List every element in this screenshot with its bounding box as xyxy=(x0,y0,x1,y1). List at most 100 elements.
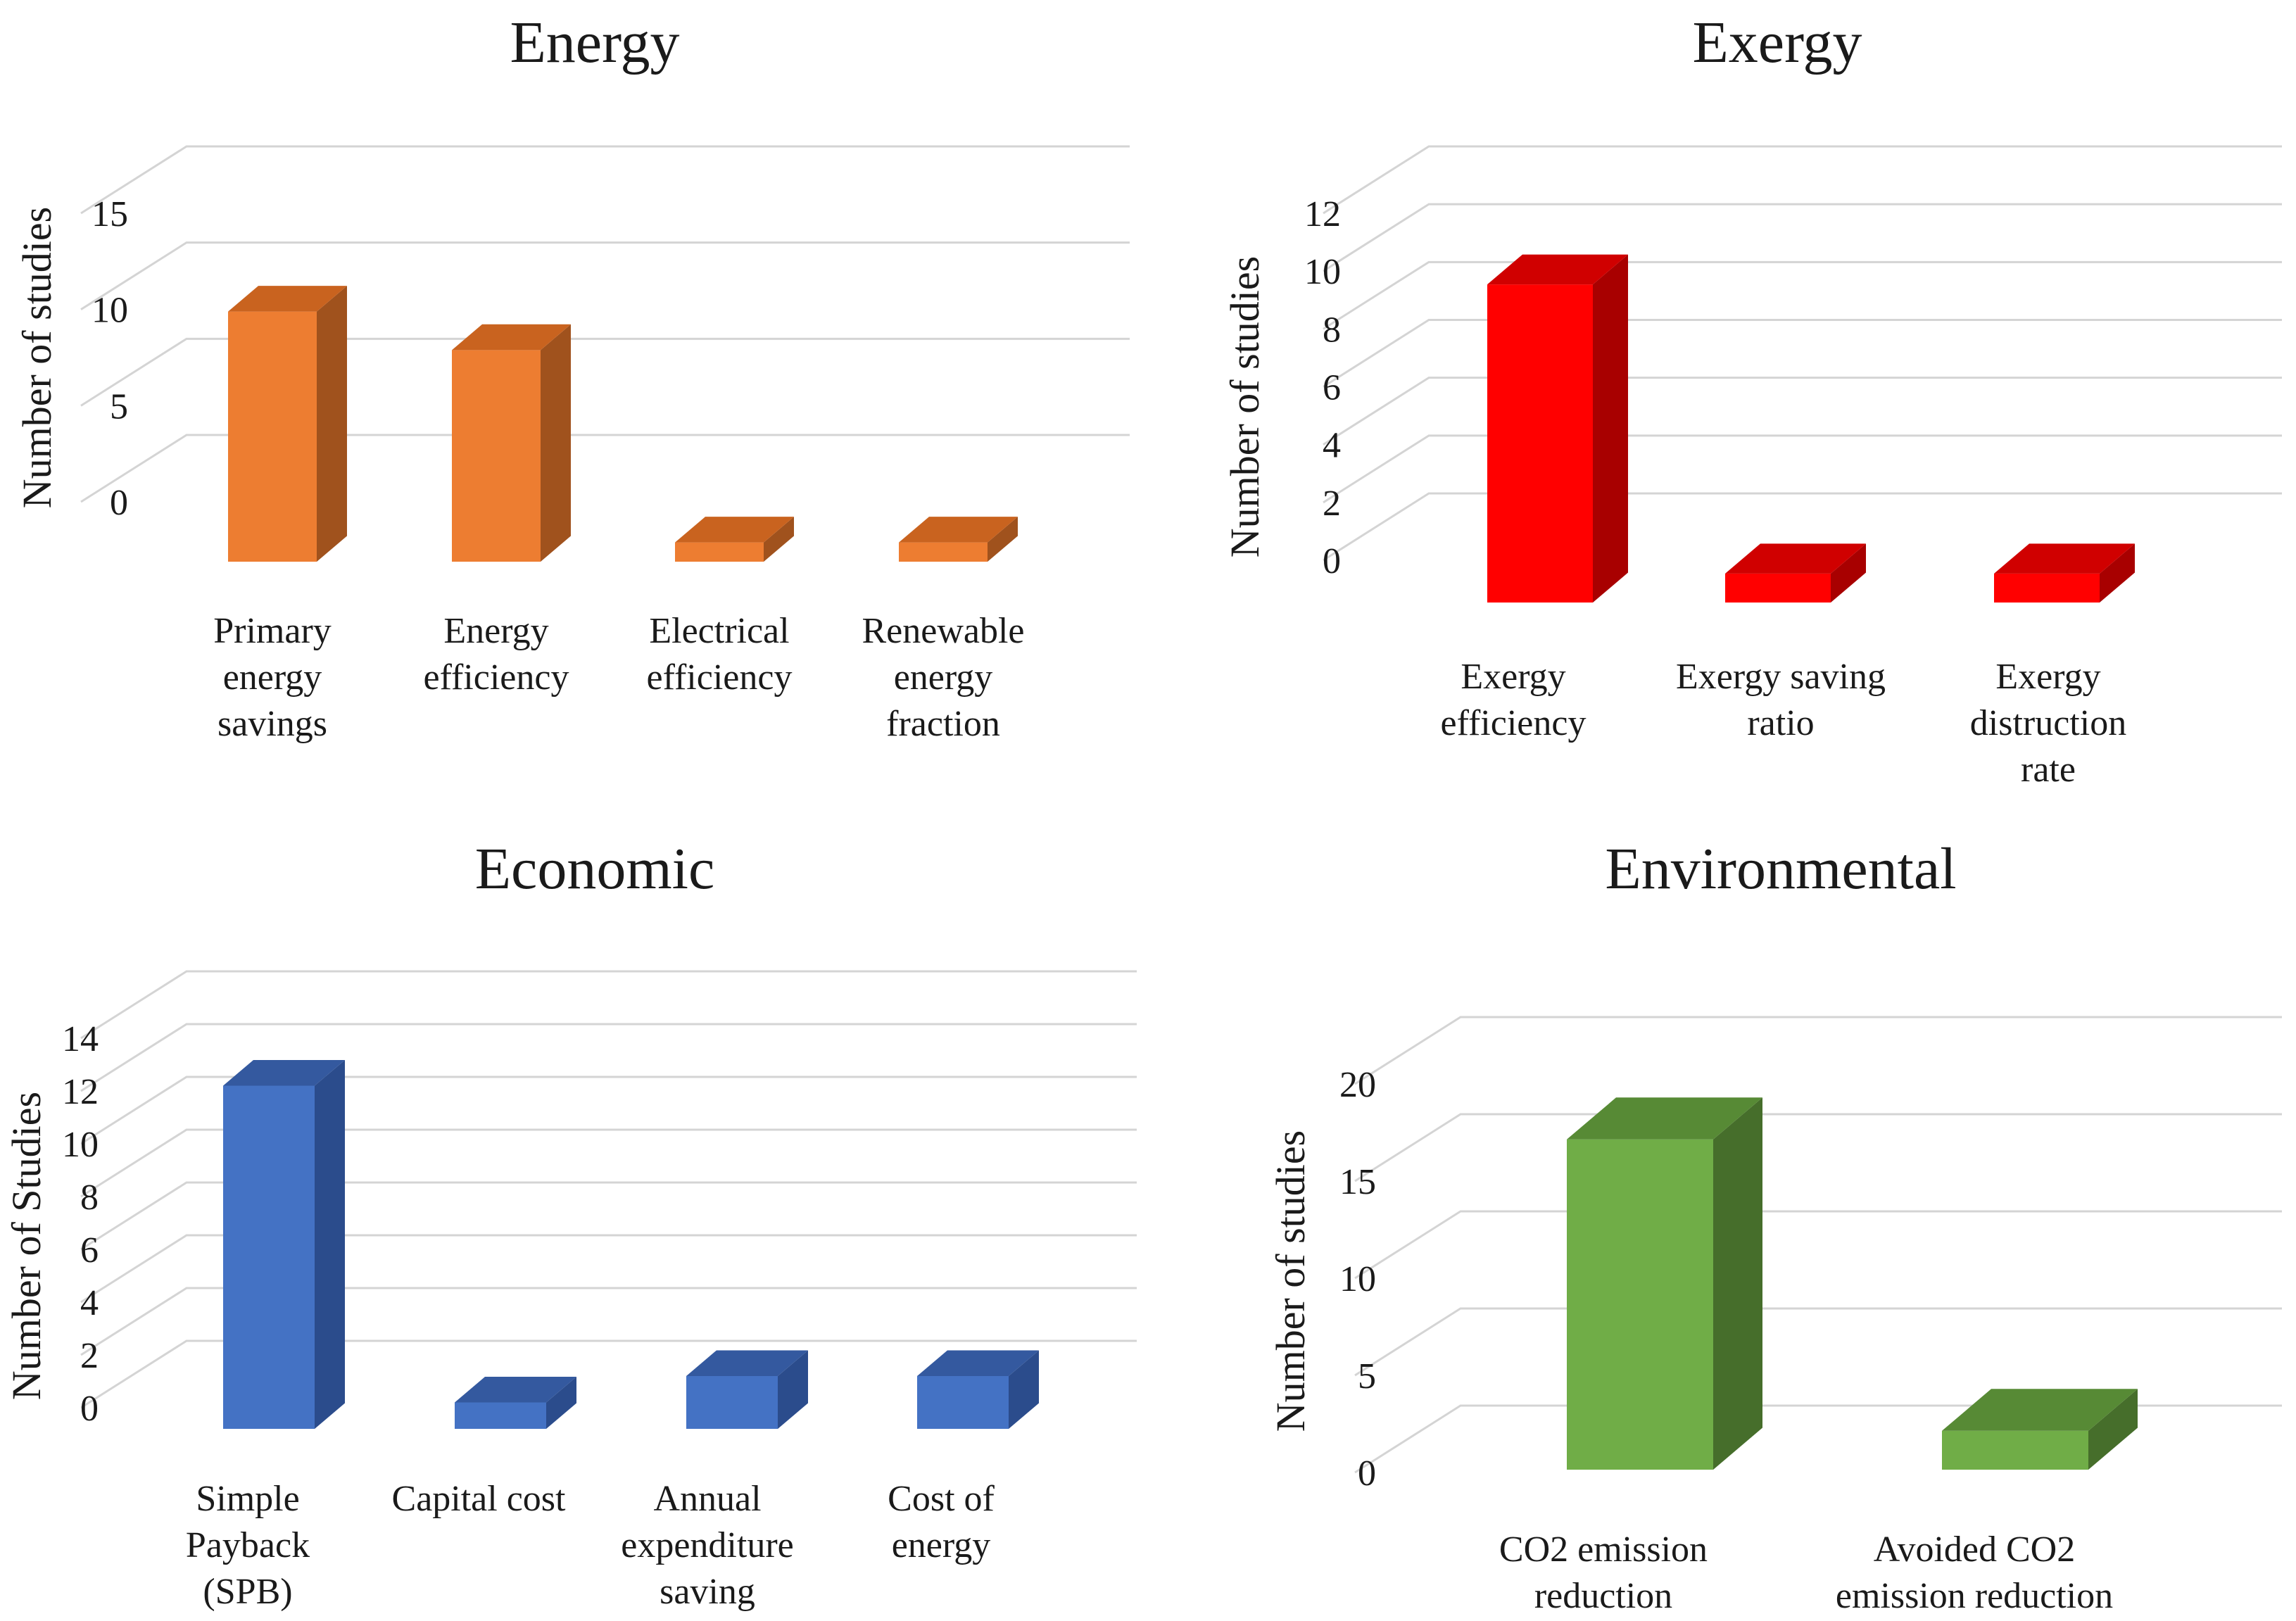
y-tick-label: 0 xyxy=(1358,1453,1376,1494)
bar-front xyxy=(228,311,317,562)
gridline xyxy=(1354,1404,2282,1474)
bar-side xyxy=(988,517,1018,562)
category-label: Capital cost xyxy=(392,1479,567,1519)
gridline xyxy=(1354,1210,2282,1280)
bar-side xyxy=(317,286,347,562)
energy-chart: Energy 0 5 10 15 Number of studies Primary ener… xyxy=(14,10,1130,744)
bar-front xyxy=(1994,573,2100,603)
bar-side xyxy=(546,1376,576,1429)
bar-side xyxy=(1593,254,1628,603)
category-label: Exergy distruction rate xyxy=(1970,657,2126,790)
y-tick-label: 2 xyxy=(1323,484,1341,524)
bar-front xyxy=(686,1376,778,1429)
bar-top xyxy=(452,324,571,351)
environmental-chart: Environmental 0 5 10 15 20 Number of studies CO… xyxy=(1268,836,2282,1616)
y-tick-label: 4 xyxy=(1323,426,1341,466)
gridline xyxy=(1323,434,2282,504)
economic-chart: Economic 0 2 4 6 8 10 12 14 Number of Studies Simp… xyxy=(4,836,1137,1612)
bar-top xyxy=(686,1350,808,1376)
bar xyxy=(1994,543,2135,603)
gridline xyxy=(80,434,1130,503)
y-tick-label: 12 xyxy=(1304,194,1341,234)
bar-front xyxy=(1487,284,1593,603)
bar-front xyxy=(1567,1139,1713,1470)
chart-title: Exergy xyxy=(1692,10,1862,75)
exergy-chart: Exergy 0 2 4 6 8 10 12 Number of studies Exergy ef… xyxy=(1222,10,2282,790)
bar xyxy=(1487,254,1628,603)
chart-title: Environmental xyxy=(1605,836,1956,902)
category-label: Simple Payback (SPB) xyxy=(186,1479,310,1612)
category-label: Annual expenditure saving xyxy=(621,1479,793,1612)
gridline xyxy=(80,1234,1137,1304)
gridline xyxy=(80,1023,1137,1092)
y-tick-label: 8 xyxy=(1323,310,1341,350)
bar-front xyxy=(917,1376,1009,1429)
y-tick-label: 10 xyxy=(1304,252,1341,292)
bar-side xyxy=(315,1059,345,1429)
bar-front xyxy=(223,1085,315,1429)
y-axis-title: Number of studies xyxy=(1222,256,1268,558)
y-tick-label: 5 xyxy=(1358,1356,1376,1396)
category-label: Exergy efficiency xyxy=(1441,657,1587,743)
category-label: Cost of energy xyxy=(888,1479,995,1565)
gridline xyxy=(1323,260,2282,330)
bar xyxy=(686,1350,808,1429)
gridline xyxy=(1354,1307,2282,1377)
gridline xyxy=(80,1128,1137,1198)
bar-top xyxy=(1567,1097,1762,1140)
category-label: Exergy saving ratio xyxy=(1676,657,1886,743)
y-tick-label: 0 xyxy=(1323,541,1341,581)
chart-title: Energy xyxy=(510,10,679,75)
gridline xyxy=(80,145,1130,215)
y-tick-label: 10 xyxy=(1339,1259,1376,1299)
category-label: Renewable energy fraction xyxy=(862,611,1024,744)
y-tick-label: 15 xyxy=(92,194,128,234)
gridline xyxy=(1323,203,2282,272)
chart-title: Economic xyxy=(475,836,715,902)
gridline xyxy=(80,970,1137,1040)
bar-side xyxy=(778,1350,808,1429)
y-tick-label: 0 xyxy=(110,483,128,523)
y-tick-label: 15 xyxy=(1339,1162,1376,1202)
gridline xyxy=(80,241,1130,310)
bar-side xyxy=(1713,1097,1762,1470)
y-tick-label: 8 xyxy=(80,1178,99,1218)
bar-front xyxy=(452,350,541,562)
bar-side xyxy=(2100,543,2135,603)
bar-top xyxy=(917,1350,1039,1376)
bar-front xyxy=(675,542,764,562)
bar xyxy=(917,1350,1039,1429)
bar-top xyxy=(223,1059,345,1086)
category-label: Electrical efficiency xyxy=(647,611,793,698)
bar-front xyxy=(1942,1430,2088,1470)
bar-top xyxy=(455,1376,576,1403)
bar-top xyxy=(899,517,1018,543)
bar xyxy=(1567,1097,1762,1470)
category-label: Energy efficiency xyxy=(424,611,569,698)
y-tick-label: 4 xyxy=(80,1283,99,1323)
bar xyxy=(455,1376,576,1429)
y-tick-label: 6 xyxy=(1323,368,1341,408)
gridline xyxy=(1323,319,2282,388)
bar-top xyxy=(1487,254,1628,285)
y-tick-label: 14 xyxy=(62,1019,99,1059)
bar xyxy=(1942,1389,2138,1470)
y-tick-label: 5 xyxy=(110,386,128,427)
bar xyxy=(675,517,794,562)
bar-top xyxy=(228,286,347,312)
gridline xyxy=(1323,377,2282,446)
bar-top xyxy=(1994,543,2135,574)
gridline xyxy=(80,1076,1137,1145)
y-tick-label: 12 xyxy=(62,1072,99,1112)
bar xyxy=(228,286,347,562)
bar-front xyxy=(899,542,988,562)
y-tick-label: 10 xyxy=(92,291,128,331)
gridline xyxy=(1354,1016,2282,1085)
y-axis-title: Number of studies xyxy=(14,207,60,509)
category-label: Primary energy savings xyxy=(213,611,332,744)
gridline xyxy=(80,1339,1137,1409)
bar-top xyxy=(675,517,794,543)
bar xyxy=(1725,543,1866,603)
bar-front xyxy=(455,1402,546,1429)
